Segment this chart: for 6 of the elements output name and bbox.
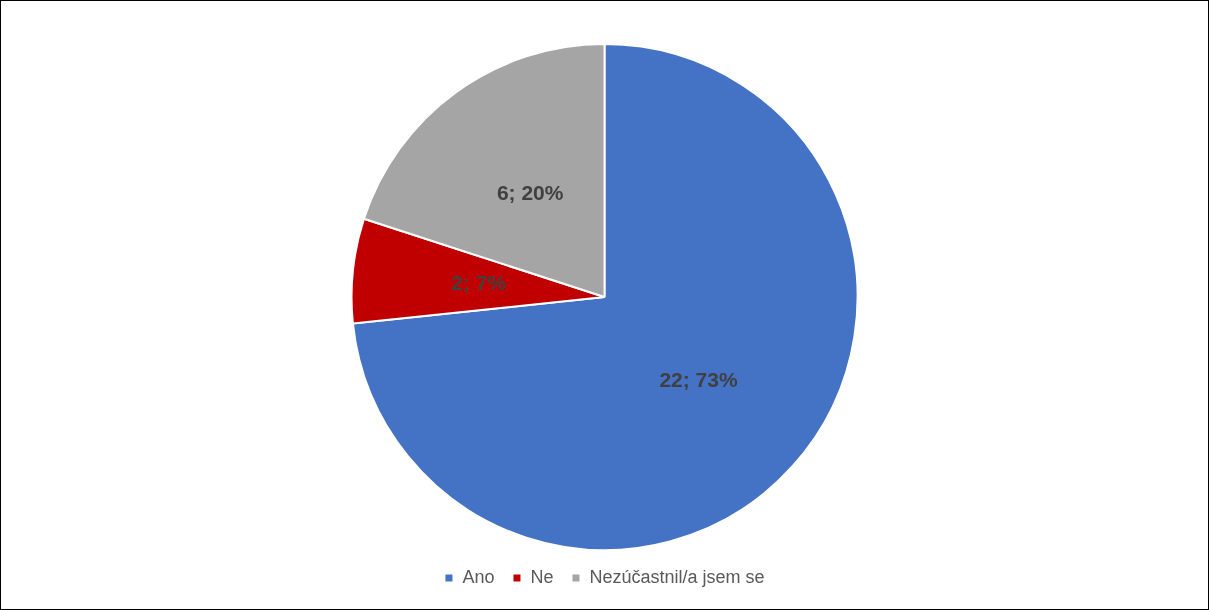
data-label: 2; 7% <box>451 270 507 294</box>
data-label: 22; 73% <box>659 368 738 392</box>
legend-label: Nezúčastnil/a jsem se <box>589 566 765 587</box>
data-label: 6; 20% <box>496 181 564 205</box>
legend-label: Ano <box>462 566 495 587</box>
legend-label: Ne <box>530 566 554 587</box>
